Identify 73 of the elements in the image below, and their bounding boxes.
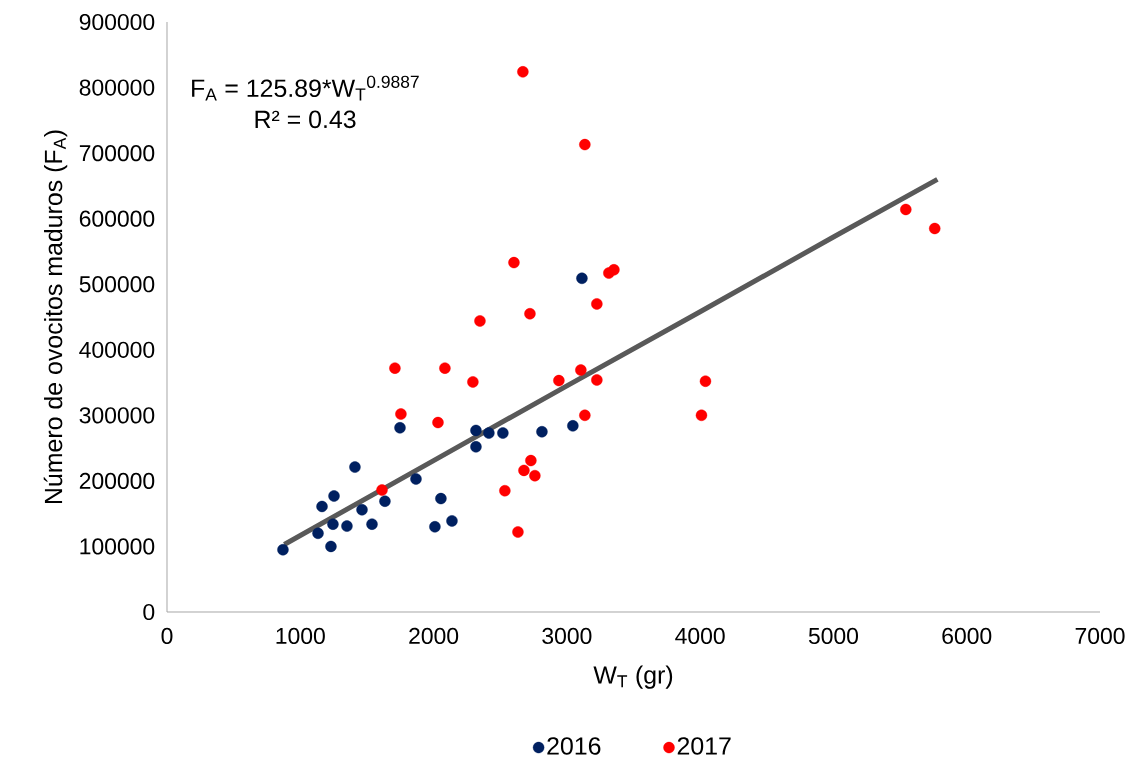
y-tick-label: 700000	[79, 145, 155, 162]
point	[474, 315, 486, 327]
point	[529, 469, 541, 482]
point	[470, 441, 482, 453]
point	[349, 461, 361, 473]
point	[575, 364, 587, 376]
x-tick-label: 6000	[942, 627, 992, 645]
y-tick-label: 600000	[79, 210, 155, 227]
point	[395, 408, 407, 420]
point	[699, 375, 712, 387]
y-tick-label: 900000	[79, 13, 155, 31]
point	[435, 492, 447, 505]
point	[439, 362, 451, 374]
point	[432, 416, 444, 429]
point	[591, 374, 603, 386]
point	[410, 473, 422, 485]
point	[524, 308, 536, 320]
point	[379, 495, 391, 507]
x-axis-title: W$_{T}$ (gr)	[593, 665, 673, 689]
x-tick-label: 7000	[1075, 627, 1125, 645]
y-tick-label: 0	[143, 603, 155, 621]
x-tick-label: 2000	[409, 627, 459, 645]
point	[429, 521, 441, 533]
point	[900, 203, 912, 216]
x-tick-label: 3000	[542, 627, 592, 645]
y-tick-label: 100000	[80, 538, 155, 555]
point	[512, 526, 524, 538]
point	[518, 464, 530, 477]
point	[376, 484, 388, 496]
x-tick-label: 4000	[675, 627, 725, 645]
y-tick-label: 400000	[79, 341, 155, 358]
point	[567, 420, 579, 432]
point	[316, 500, 328, 513]
point	[483, 427, 495, 439]
legend-label: 2017	[677, 737, 731, 755]
x-tick-label: 1000	[276, 627, 325, 645]
point	[366, 518, 378, 530]
y-axis-title: Número de ovocitos maduros (F$_{A}$)	[43, 130, 68, 504]
y-tick-label: 800000	[79, 79, 155, 96]
point	[608, 264, 620, 276]
y-tick-label: 200000	[79, 472, 155, 489]
point	[325, 540, 337, 553]
point	[446, 515, 458, 527]
point	[695, 409, 708, 422]
point	[499, 485, 511, 497]
point	[389, 362, 401, 374]
x-tick-label: 5000	[808, 627, 859, 645]
point	[536, 426, 548, 438]
point	[327, 518, 339, 530]
point	[929, 222, 941, 235]
annotation: F$_{A}$ = 125.89*W$_{T}$0.9887	[192, 75, 419, 101]
y-tick-label: 500000	[79, 276, 155, 293]
y-tick-label: 300000	[79, 407, 155, 424]
point	[517, 66, 529, 78]
point	[497, 427, 509, 439]
point	[470, 424, 482, 437]
point	[312, 527, 324, 540]
point	[553, 374, 565, 387]
x-tick-label: 0	[161, 627, 173, 645]
point	[467, 376, 479, 388]
point	[328, 490, 340, 502]
point	[356, 504, 368, 516]
point	[591, 298, 603, 310]
annotation: R² = 0.43	[255, 110, 356, 129]
point	[579, 138, 591, 151]
point	[508, 256, 520, 269]
point	[525, 454, 537, 467]
point	[341, 520, 353, 532]
point	[576, 272, 588, 285]
point	[579, 409, 591, 422]
legend-label: 2016	[547, 737, 601, 755]
point	[394, 422, 406, 434]
point	[277, 544, 289, 556]
